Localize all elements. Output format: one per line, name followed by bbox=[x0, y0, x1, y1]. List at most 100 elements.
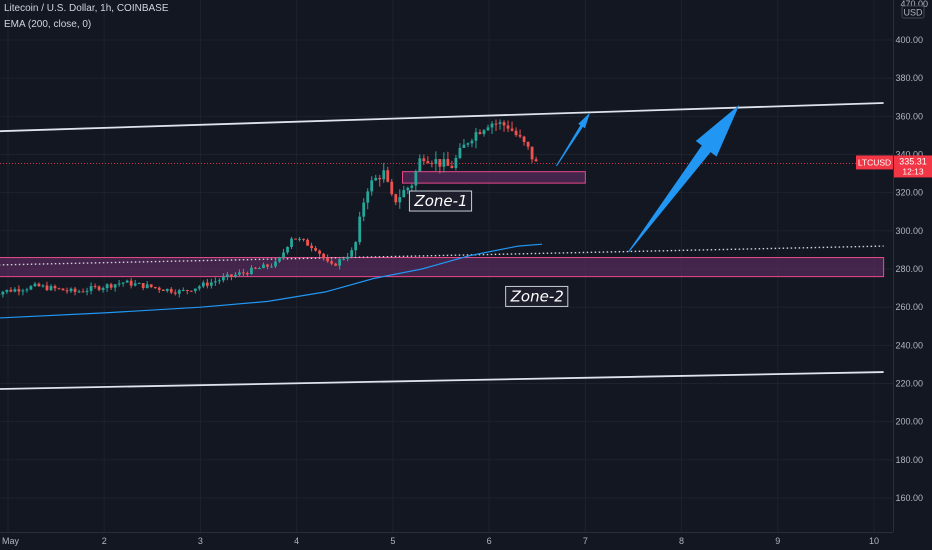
zone-label-group: Zone-1 bbox=[408, 190, 473, 212]
zone-box bbox=[0, 257, 885, 278]
ema-line bbox=[0, 243, 543, 319]
candle-body bbox=[434, 159, 438, 164]
candle-body bbox=[169, 288, 173, 293]
trendline-lower bbox=[0, 371, 884, 390]
candle-body bbox=[530, 146, 534, 160]
candle-body bbox=[21, 290, 25, 292]
time-tick-label: 8 bbox=[679, 536, 684, 546]
time-tick-label: 5 bbox=[390, 536, 395, 546]
candle-body bbox=[430, 163, 434, 165]
candle-body bbox=[165, 288, 169, 292]
candle-body bbox=[314, 248, 317, 251]
candle-body bbox=[109, 284, 113, 288]
candle-body bbox=[53, 286, 57, 289]
time-tick-label: 3 bbox=[198, 536, 203, 546]
candle-body bbox=[478, 132, 482, 135]
candle-body bbox=[494, 123, 498, 125]
zone-label-box bbox=[505, 285, 569, 307]
arrows bbox=[556, 104, 740, 253]
candle-body bbox=[518, 135, 522, 137]
candle-body bbox=[9, 289, 13, 292]
candle-body bbox=[97, 286, 101, 290]
candle-body bbox=[181, 289, 185, 291]
candle-body bbox=[334, 263, 338, 266]
ema-polyline bbox=[0, 243, 543, 319]
candle-body bbox=[121, 282, 125, 284]
candle-body bbox=[189, 290, 193, 292]
candle-body bbox=[418, 158, 422, 172]
price-tick-label: 240.00 bbox=[895, 340, 923, 350]
zones bbox=[0, 171, 885, 278]
price-tick-label: 320.00 bbox=[895, 188, 923, 198]
candle-body bbox=[81, 291, 85, 293]
candle-body bbox=[338, 259, 342, 266]
candle-body bbox=[153, 286, 157, 288]
candle-body bbox=[5, 289, 9, 292]
candle-body bbox=[242, 272, 245, 274]
candle-body bbox=[350, 250, 354, 257]
candle-body bbox=[25, 289, 29, 291]
price-tick-label: 160.00 bbox=[895, 493, 923, 503]
candle-body bbox=[41, 285, 45, 287]
zone-box bbox=[402, 171, 586, 184]
candle-body bbox=[1, 291, 5, 295]
time-tick-label: 7 bbox=[583, 536, 588, 546]
candle-body bbox=[270, 266, 273, 268]
candle-body bbox=[129, 280, 133, 286]
candle-body bbox=[177, 290, 181, 294]
candle-body bbox=[470, 140, 474, 144]
indicator-legend[interactable]: EMA (200, close, 0) bbox=[4, 19, 92, 30]
candle-body bbox=[221, 276, 225, 281]
candle-body bbox=[117, 283, 121, 285]
candle-body bbox=[294, 238, 297, 240]
time-tick-label: 9 bbox=[775, 536, 780, 546]
price-tag: LTCUSD 335.31 12:13 bbox=[856, 155, 932, 178]
price-tick-label: 380.00 bbox=[895, 73, 923, 83]
candle-body bbox=[498, 122, 502, 124]
candle-body bbox=[318, 250, 321, 254]
zone-label: Zone-1 bbox=[413, 192, 467, 210]
candle-body bbox=[402, 190, 406, 198]
candle-body bbox=[426, 161, 430, 164]
candle-body bbox=[446, 159, 450, 166]
candle-body bbox=[322, 253, 326, 259]
candle-body bbox=[370, 180, 374, 192]
candle-body bbox=[205, 282, 209, 286]
chart-title[interactable]: Litecoin / U.S. Dollar, 1h, COINBASE bbox=[4, 3, 169, 14]
candle-body bbox=[302, 238, 305, 240]
candle-body bbox=[105, 284, 109, 289]
candle-body bbox=[330, 261, 334, 264]
time-axis[interactable]: May 2 3 4 5 6 7 8 9 10 bbox=[2, 536, 879, 546]
candle-body bbox=[286, 246, 289, 253]
candle-body bbox=[266, 264, 269, 267]
candle-body bbox=[137, 283, 141, 285]
candle-body bbox=[502, 122, 506, 126]
price-tag-value: 335.31 bbox=[899, 156, 927, 166]
candle-body bbox=[486, 127, 490, 131]
candle-body bbox=[274, 261, 277, 267]
candle-body bbox=[238, 272, 241, 275]
candle-body bbox=[278, 257, 281, 262]
zone-labels: Zone-1 Zone-2 bbox=[408, 190, 569, 307]
candle-body bbox=[282, 252, 285, 258]
candle-body bbox=[133, 283, 137, 286]
time-tick-label: May bbox=[2, 536, 20, 546]
candle-body bbox=[534, 159, 538, 162]
candle-body bbox=[414, 171, 418, 186]
candle-body bbox=[378, 177, 382, 180]
candle-body bbox=[366, 191, 370, 203]
candle-body bbox=[342, 258, 346, 260]
candle-body bbox=[482, 130, 486, 135]
currency-badge[interactable] bbox=[901, 5, 925, 19]
candle-body bbox=[298, 238, 301, 240]
candle-body bbox=[201, 282, 205, 287]
candle-body bbox=[141, 283, 145, 289]
candle-body bbox=[398, 197, 402, 203]
candle-body bbox=[254, 267, 257, 269]
price-axis[interactable]: 160.00 180.00 200.00 220.00 240.00 260.00 280.… bbox=[895, 35, 923, 503]
price-tick-label: 220.00 bbox=[895, 379, 923, 389]
candle-body bbox=[157, 287, 161, 290]
candle-body bbox=[346, 256, 350, 259]
candle-body bbox=[209, 282, 213, 286]
